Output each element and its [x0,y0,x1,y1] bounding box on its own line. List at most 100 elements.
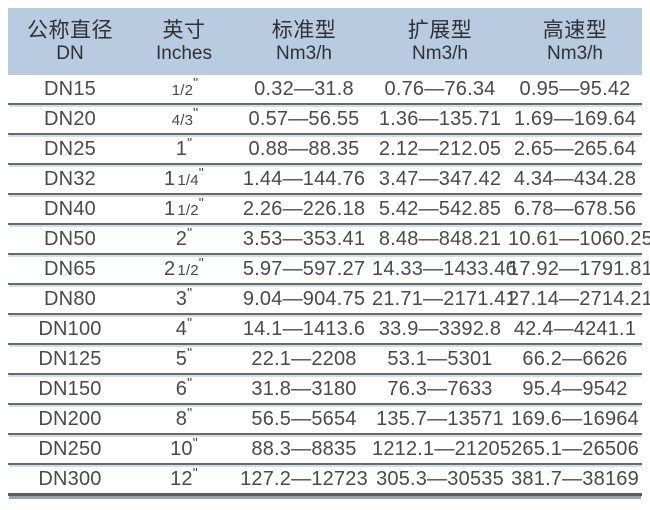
cell-dn: DN100 [38,317,102,340]
inches-double-prime: " [187,403,193,420]
cell-high-speed: 4.34—434.28 [513,167,637,190]
table-row: DN40 1 1/2" 2.26—226.18 5.42—542.85 6.78—678.… [8,195,642,225]
table-row: DN150 6" 31.8—3180 76.3—7633 95.4—9542 [8,375,642,405]
inches-whole: 2 [175,227,188,250]
cell-dn: DN125 [38,347,102,370]
column-header-standard: 标准型 Nm3/h [236,19,372,65]
inches-whole: 1 [164,167,176,190]
column-header-high-speed-unit: Nm3/h [547,43,603,65]
cell-high-speed: 17.92—1791.81 [508,257,650,280]
cell-dn: DN20 [44,107,96,130]
cell-dn: DN150 [38,377,102,400]
cell-extended: 1.36—135.71 [378,107,502,130]
cell-high-speed: 265.1—26506 [511,437,639,460]
cell-high-speed: 10.61—1060.25 [508,227,650,250]
table-row: DN25 1" 0.88—88.35 2.12—212.05 2.65—265.64 [8,135,642,165]
cell-standard: 0.32—31.8 [254,77,354,100]
cell-inches: 1" [132,135,236,161]
inches-double-prime: " [187,373,193,390]
cell-inches: 4" [132,315,236,341]
table-row: DN250 10" 88.3—8835 1212.1—21205 265.1—26506 [8,435,642,465]
cell-inches: 12" [132,465,236,491]
inches-double-prime: " [198,193,204,210]
inches-whole: 12 [170,467,193,490]
cell-extended: 2.12—212.05 [378,137,502,160]
column-header-high-speed-cn: 高速型 [542,18,608,42]
cell-inches: 3" [132,285,236,311]
cell-high-speed: 0.95—95.42 [519,77,631,100]
cell-inches: 4/3" [132,105,236,131]
column-header-high-speed: 高速型 Nm3/h [508,19,642,65]
cell-high-speed: 95.4—9542 [522,377,628,400]
cell-standard: 0.88—88.35 [248,137,360,160]
inches-whole: 4 [175,317,188,340]
inches-fraction: 1/4 [177,171,199,189]
table-row: DN20 4/3" 0.57—56.55 1.36—135.71 1.69—169.64 [8,105,642,135]
cell-inches: 8" [132,405,236,431]
table-row: DN100 4" 14.1—1413.6 33.9—3392.8 42.4—4241.1 [8,315,642,345]
cell-extended: 135.7—13571 [376,407,504,430]
cell-dn: DN250 [38,437,102,460]
table-row: DN32 1 1/4" 1.44—144.76 3.47—347.42 4.34—434.… [8,165,642,195]
table-row: DN125 5" 22.1—2208 53.1—5301 66.2—6626 [8,345,642,375]
column-header-extended-unit: Nm3/h [412,43,468,65]
column-header-dn-en: DN [56,43,84,65]
cell-extended: 1212.1—21205 [372,437,512,460]
inches-double-prime: " [198,163,204,180]
column-header-inches-en: Inches [156,43,212,65]
cell-standard: 5.97—597.27 [242,257,366,280]
cell-extended: 0.76—76.34 [384,77,496,100]
cell-standard: 88.3—8835 [251,437,357,460]
column-header-standard-cn: 标准型 [271,18,337,42]
inches-double-prime: " [193,103,199,120]
inches-fraction: 1/2 [177,201,199,219]
cell-inches: 1 1/4" [132,165,236,191]
cell-extended: 3.47—347.42 [378,167,502,190]
inches-whole: 1 [175,137,188,160]
cell-extended: 53.1—5301 [387,347,493,370]
inches-double-prime: " [187,313,193,330]
table-row: DN50 2" 3.53—353.41 8.48—848.21 10.61—1060.2… [8,223,650,255]
cell-dn: DN80 [44,287,96,310]
cell-extended: 8.48—848.21 [378,227,502,250]
inches-double-prime: " [192,463,198,480]
cell-inches: 10" [132,435,236,461]
cell-dn: DN200 [38,407,102,430]
inches-double-prime: " [187,223,193,240]
cell-inches: 1/2" [132,75,236,101]
cell-high-speed: 1.69—169.64 [513,107,637,130]
cell-extended: 14.33—1433.46 [372,257,517,280]
column-header-inches-cn: 英寸 [162,18,206,42]
inches-double-prime: " [187,283,193,300]
table-row: DN80 3" 9.04—904.75 21.71—2171.41 27.14—2714… [8,285,650,315]
cell-inches: 1 1/2" [132,195,236,221]
cell-dn: DN25 [44,137,96,160]
cell-extended: 5.42—542.85 [378,197,502,220]
cell-standard: 3.53—353.41 [242,227,366,250]
cell-dn: DN15 [44,77,96,100]
table-row: DN200 8" 56.5—5654 135.7—13571 169.6—16964 [8,405,642,435]
table-header-row: 公称直径 DN 英寸 Inches 标准型 Nm3/h 扩展型 Nm3/h 高速… [8,8,642,75]
column-header-extended: 扩展型 Nm3/h [372,19,508,65]
inches-whole: 2 [164,257,176,280]
cell-extended: 76.3—7633 [387,377,493,400]
cell-extended: 33.9—3392.8 [378,317,502,340]
inches-double-prime: " [187,343,193,360]
table-body: DN15 1/2" 0.32—31.8 0.76—76.34 0.95—95.42 DN2… [8,75,650,496]
cell-dn: DN40 [44,197,96,220]
cell-standard: 56.5—5654 [251,407,357,430]
inches-double-prime: " [187,133,193,150]
cell-extended: 21.71—2171.41 [372,287,517,310]
column-header-inches: 英寸 Inches [132,19,236,65]
cell-standard: 9.04—904.75 [242,287,366,310]
cell-dn: DN32 [44,167,96,190]
inches-fraction: 1/2 [171,81,194,99]
cell-high-speed: 169.6—16964 [511,407,639,430]
cell-high-speed: 66.2—6626 [522,347,628,370]
cell-inches: 5" [132,345,236,371]
cell-dn: DN65 [44,257,96,280]
inches-whole: 1 [164,197,176,220]
cell-high-speed: 27.14—2714.21 [508,287,650,310]
cell-high-speed: 2.65—265.64 [513,137,637,160]
